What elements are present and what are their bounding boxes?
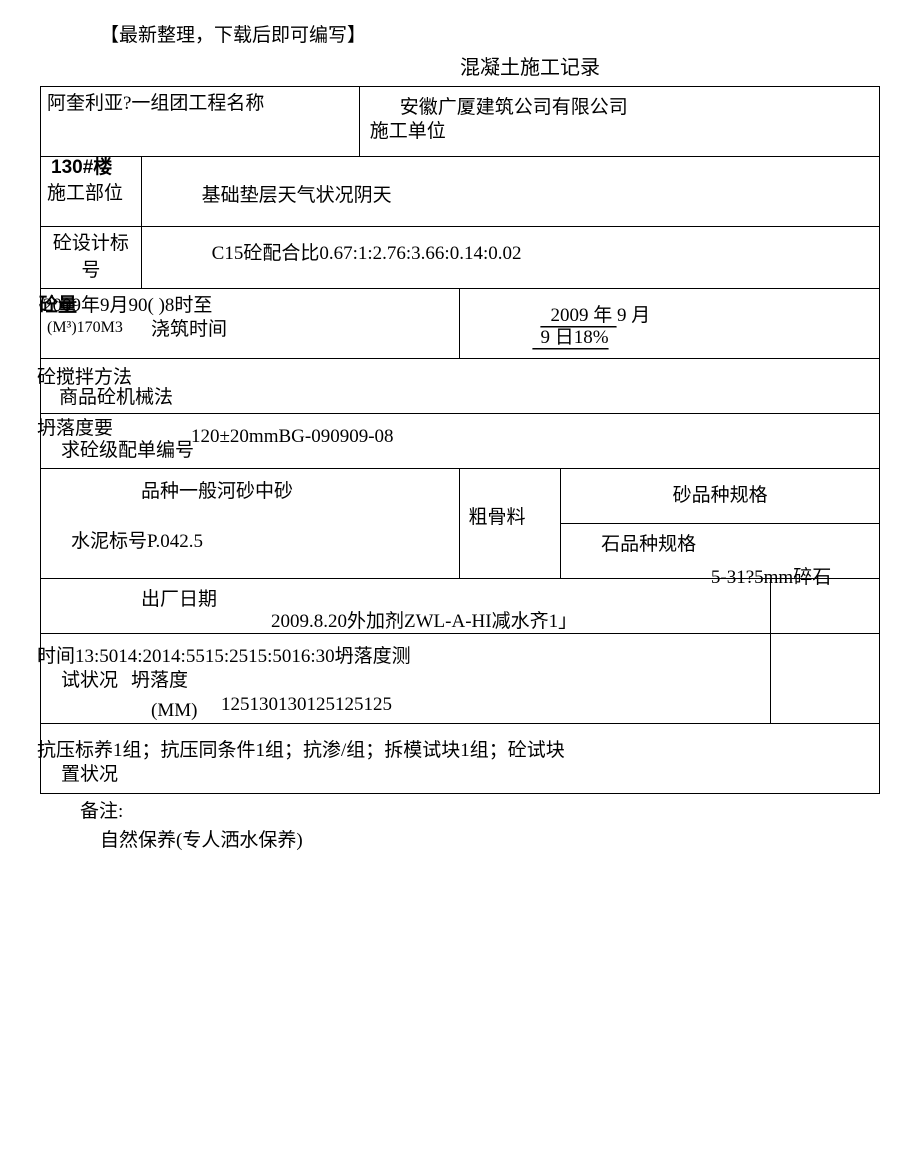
mix-method-value: 商品砼机械法	[59, 385, 173, 412]
test-block-line1: 抗压标养1组；抗压同条件1组；抗渗/组；拆模试块1组；砼试块	[37, 738, 565, 765]
factory-date-value: 2009.8.20外加剂ZWL-A-HI减水齐1」	[271, 609, 577, 636]
cement-label: 水泥标号P.042.5	[71, 529, 203, 556]
row-slump-req: 坍落度要 求砼级配单编号 120±20mmBG-090909-08	[41, 414, 880, 469]
sand-spec-label: 砂品种规格	[673, 485, 768, 506]
slump-row-label-1: 坍落度	[131, 668, 188, 695]
cell-factory: 出厂日期 2009.8.20外加剂ZWL-A-HI减水齐1」	[41, 579, 771, 634]
slump-row-label-2: (MM)	[151, 698, 197, 725]
footer-label: 备注:	[80, 801, 123, 822]
footer-block: 备注: 自然保养(专人洒水保养)	[80, 798, 880, 855]
slump-req-value: 120±20mmBG-090909-08	[191, 424, 394, 451]
cell-project-label: 阿奎利亚?一组团工程名称	[41, 87, 360, 157]
cell-section-value: 基础垫层天气状况阴天	[141, 157, 879, 227]
cell-design-label: 砼设计标号	[41, 227, 142, 289]
cell-unit: 安徽广厦建筑公司有限公司 施工单位	[359, 87, 879, 157]
test-block-line2: 置状况	[61, 762, 118, 789]
building-no: 130#楼	[51, 155, 112, 182]
row-project: 阿奎利亚?一组团工程名称 安徽广厦建筑公司有限公司 施工单位	[41, 87, 880, 157]
header-note: 【最新整理，下载后即可编写】	[100, 20, 880, 47]
cell-qty: 砼量 2009年9月90( )8时至 (M³)170M3 浇筑时间	[41, 289, 460, 359]
section-label: 施工部位	[47, 181, 123, 208]
cell-slump-req: 坍落度要 求砼级配单编号 120±20mmBG-090909-08	[41, 414, 880, 469]
row-section: 130#楼 施工部位 基础垫层天气状况阴天	[41, 157, 880, 227]
cell-mix: 砼搅拌方法 商品砼机械法	[41, 359, 880, 414]
row-time: 时间13:5014:2014:5515:2515:5016:30坍落度测 试状况…	[41, 634, 880, 724]
variety-label: 品种一般河砂中砂	[141, 479, 293, 506]
construction-unit-value: 安徽广厦建筑公司有限公司	[400, 95, 628, 122]
row-agg-1: 品种一般河砂中砂 水泥标号P.042.5 粗骨料 砂品种规格	[41, 469, 880, 524]
pour-time-label: 浇筑时间	[151, 317, 227, 344]
cell-date: ________ 2009 年 9 月 ________ 9 日18%	[460, 289, 880, 359]
factory-date-label: 出厂日期	[141, 587, 217, 614]
row-mix: 砼搅拌方法 商品砼机械法	[41, 359, 880, 414]
row-design-grade: 砼设计标号 C15砼配合比0.67:1:2.76:3.66:0.14:0.02	[41, 227, 880, 289]
project-name-label: 阿奎利亚?一组团工程名称	[47, 91, 264, 118]
cell-time-right	[770, 634, 879, 724]
time-row-text: 时间13:5014:2014:5515:2515:5016:30坍落度测	[37, 644, 411, 671]
cell-time: 时间13:5014:2014:5515:2515:5016:30坍落度测 试状况…	[41, 634, 771, 724]
construction-unit-label: 施工单位	[370, 119, 446, 146]
slump-req-label-2: 求砼级配单编号	[61, 438, 194, 465]
cell-stone-val: 5-31?5mm碎石	[770, 579, 879, 634]
qty-line2: (M³)170M3	[47, 317, 123, 339]
cell-design-value: C15砼配合比0.67:1:2.76:3.66:0.14:0.02	[141, 227, 879, 289]
cell-coarse-agg: 粗骨料	[460, 469, 561, 579]
document-title: 混凝土施工记录	[180, 51, 880, 80]
qty-line1: 2009年9月90( )8时至	[43, 293, 212, 320]
design-grade-label: 砼设计标号	[53, 233, 129, 281]
cell-section-label: 130#楼 施工部位	[41, 157, 142, 227]
coarse-agg-label: 粗骨料	[468, 505, 525, 532]
section-value: 基础垫层天气状况阴天	[202, 183, 392, 210]
cell-testblock: 抗压标养1组；抗压同条件1组；抗渗/组；拆模试块1组；砼试块 置状况	[41, 724, 880, 794]
cell-variety: 品种一般河砂中砂 水泥标号P.042.5	[41, 469, 460, 579]
stone-spec-label: 石品种规格	[601, 532, 696, 559]
footer-value: 自然保养(专人洒水保养)	[100, 830, 303, 851]
stone-spec-value: 5-31?5mm碎石	[711, 565, 831, 592]
time-row-text2: 试状况	[61, 668, 118, 695]
slump-values: 125130130125125125	[221, 692, 392, 719]
row-qty: 砼量 2009年9月90( )8时至 (M³)170M3 浇筑时间 ______…	[41, 289, 880, 359]
row-testblock: 抗压标养1组；抗压同条件1组；抗渗/组；拆模试块1组；砼试块 置状况	[41, 724, 880, 794]
date-line2: 9 日18%	[540, 325, 608, 352]
cell-sand-spec: 砂品种规格	[561, 469, 880, 524]
form-table: 阿奎利亚?一组团工程名称 安徽广厦建筑公司有限公司 施工单位 130#楼 施工部…	[40, 86, 880, 794]
row-factory: 出厂日期 2009.8.20外加剂ZWL-A-HI减水齐1」 5-31?5mm碎…	[41, 579, 880, 634]
design-grade-value: C15砼配合比0.67:1:2.76:3.66:0.14:0.02	[212, 241, 522, 268]
